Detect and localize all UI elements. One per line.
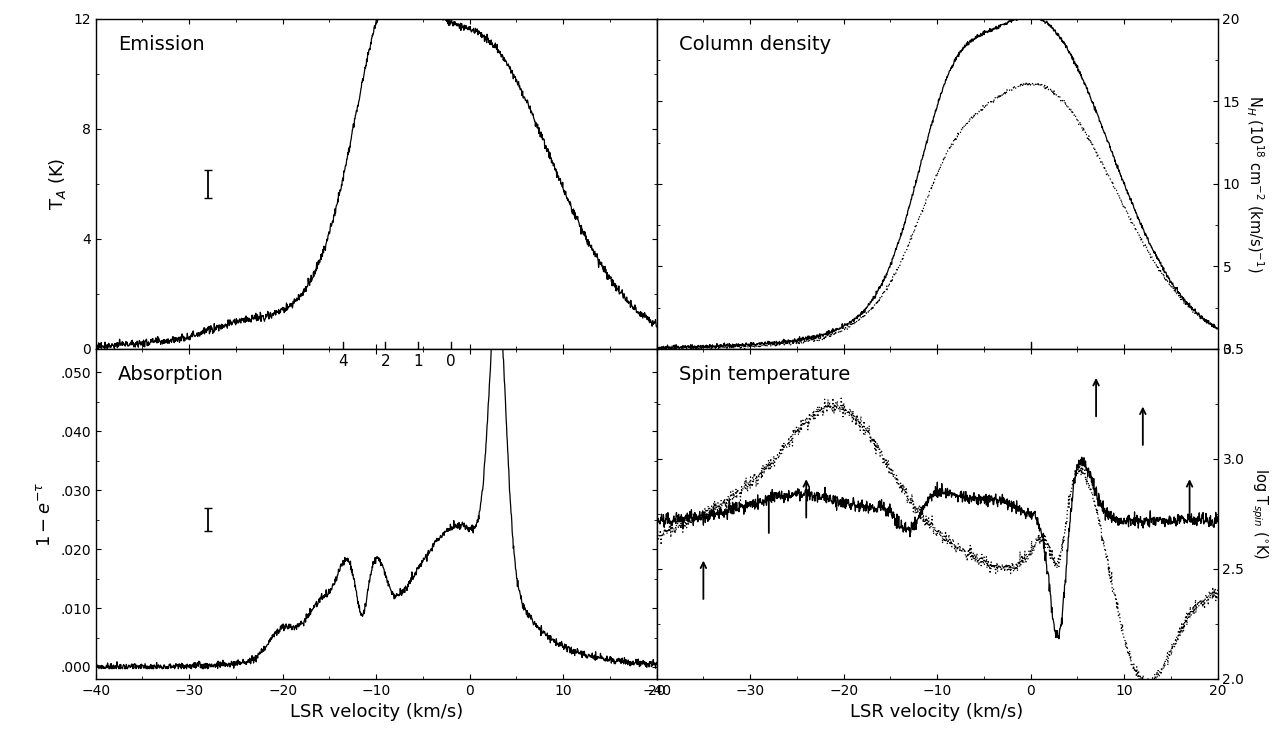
Text: Absorption: Absorption: [119, 365, 224, 384]
Text: 2: 2: [381, 353, 390, 368]
Text: Spin temperature: Spin temperature: [680, 365, 850, 384]
Y-axis label: $1-e^{-\tau}$: $1-e^{-\tau}$: [37, 481, 55, 547]
Text: Column density: Column density: [680, 35, 831, 54]
Text: 0: 0: [446, 353, 455, 368]
X-axis label: LSR velocity (km/s): LSR velocity (km/s): [289, 704, 463, 722]
Text: Emission: Emission: [119, 35, 205, 54]
Text: 1: 1: [413, 353, 423, 368]
Y-axis label: T$_A$ (K): T$_A$ (K): [47, 158, 68, 210]
Text: 4: 4: [339, 353, 348, 368]
X-axis label: LSR velocity (km/s): LSR velocity (km/s): [850, 704, 1024, 722]
Y-axis label: log T$_{spin}$ ($^{\circ}$K): log T$_{spin}$ ($^{\circ}$K): [1248, 468, 1270, 560]
Y-axis label: N$_H$ (10$^{18}$ cm$^{-2}$ (km/s)$^{-1}$): N$_H$ (10$^{18}$ cm$^{-2}$ (km/s)$^{-1}$…: [1244, 94, 1265, 273]
